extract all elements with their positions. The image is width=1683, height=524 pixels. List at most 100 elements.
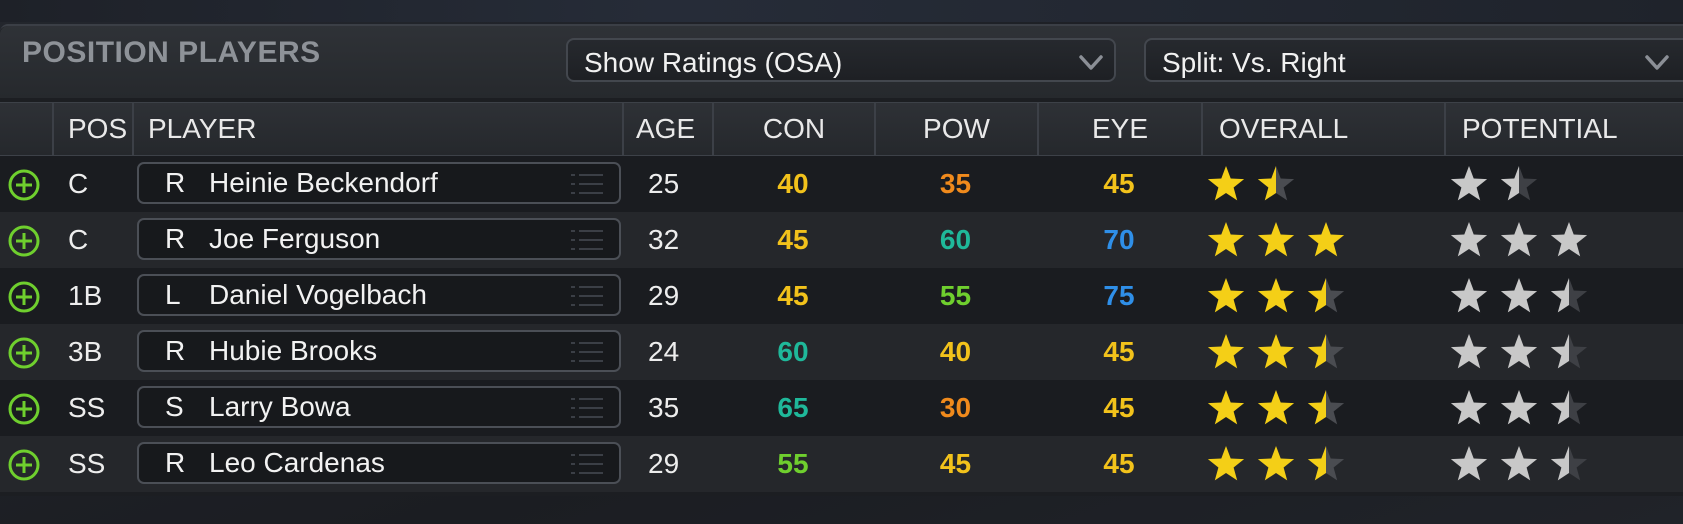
table-row[interactable]: SS S Larry Bowa 35 65 30 45 — [0, 380, 1683, 436]
potential-stars — [1449, 156, 1609, 212]
position-players-panel: POSITION PLAYERS Show Ratings (OSA) Spli… — [0, 24, 1683, 496]
player-name-box[interactable]: R Heinie Beckendorf — [137, 162, 621, 204]
bats-hand: R — [165, 167, 186, 198]
star-half-icon — [1550, 390, 1569, 425]
star-full-icon — [1500, 390, 1538, 425]
star-half-icon — [1307, 446, 1326, 481]
chevron-down-icon — [1645, 55, 1669, 70]
potential-stars — [1449, 380, 1609, 436]
star-full-icon — [1257, 278, 1295, 313]
pow-rating: 35 — [939, 168, 972, 199]
column-header-potential[interactable]: POTENTIAL — [1444, 103, 1683, 155]
star-full-icon — [1450, 390, 1488, 425]
overall-stars — [1206, 380, 1366, 436]
star-full-icon — [1207, 166, 1245, 201]
star-half-icon — [1257, 166, 1276, 201]
age-cell: 29 — [648, 448, 680, 479]
potential-stars — [1449, 268, 1609, 324]
player-name-box[interactable]: R Hubie Brooks — [137, 330, 621, 372]
menu-lines-icon[interactable] — [569, 171, 605, 197]
overall-stars — [1206, 268, 1366, 324]
menu-lines-icon[interactable] — [569, 339, 605, 365]
menu-lines-icon[interactable] — [569, 451, 605, 477]
star-half-icon — [1307, 278, 1326, 313]
column-header-eye[interactable]: EYE — [1037, 103, 1201, 155]
star-half-icon — [1550, 334, 1569, 369]
add-player-icon[interactable] — [7, 168, 41, 202]
con-rating: 45 — [777, 224, 809, 255]
menu-lines-icon[interactable] — [569, 283, 605, 309]
show-ratings-dropdown[interactable]: Show Ratings (OSA) — [566, 38, 1116, 82]
panel-header: POSITION PLAYERS Show Ratings (OSA) Spli… — [0, 26, 1683, 98]
column-header-pos-label: POS — [68, 113, 128, 144]
column-header-pow[interactable]: POW — [874, 103, 1037, 155]
column-header-age-label: AGE — [636, 113, 696, 144]
potential-stars — [1449, 212, 1609, 268]
player-name: Joe Ferguson — [209, 223, 381, 254]
split-dropdown[interactable]: Split: Vs. Right — [1144, 38, 1683, 82]
panel-title: POSITION PLAYERS — [22, 36, 321, 69]
star-half-icon — [1307, 390, 1326, 425]
add-player-icon[interactable] — [7, 448, 41, 482]
con-rating: 65 — [777, 392, 809, 423]
star-full-icon — [1207, 222, 1245, 257]
star-full-icon — [1450, 278, 1488, 313]
age-cell: 35 — [648, 392, 680, 423]
position-cell: 1B — [68, 280, 103, 311]
star-full-icon — [1207, 278, 1245, 313]
add-player-icon[interactable] — [7, 224, 41, 258]
add-player-icon[interactable] — [7, 336, 41, 370]
top-strip — [0, 0, 1683, 22]
player-name-box[interactable]: S Larry Bowa — [137, 386, 621, 428]
con-rating: 60 — [777, 336, 809, 367]
eye-rating: 45 — [1103, 336, 1135, 367]
con-rating: 55 — [777, 448, 809, 479]
age-cell: 32 — [648, 224, 680, 255]
star-full-icon — [1550, 222, 1588, 257]
table-row[interactable]: SS R Leo Cardenas 29 55 45 45 — [0, 436, 1683, 492]
star-half-icon — [1500, 166, 1519, 201]
bats-hand: L — [165, 279, 181, 310]
table-row[interactable]: 1B L Daniel Vogelbach 29 45 55 75 — [0, 268, 1683, 324]
star-full-icon — [1207, 446, 1245, 481]
eye-rating: 45 — [1103, 392, 1135, 423]
table-row[interactable]: C R Heinie Beckendorf 25 40 35 45 — [0, 156, 1683, 212]
show-ratings-dropdown-label: Show Ratings (OSA) — [584, 47, 843, 78]
add-player-icon[interactable] — [7, 280, 41, 314]
table-row[interactable]: 3B R Hubie Brooks 24 60 40 45 — [0, 324, 1683, 380]
age-cell: 29 — [648, 280, 680, 311]
column-header-player-label: PLAYER — [148, 113, 257, 144]
column-header-con-label: CON — [762, 113, 826, 144]
player-name: Leo Cardenas — [209, 447, 385, 478]
menu-lines-icon[interactable] — [569, 395, 605, 421]
bats-hand: S — [165, 391, 184, 422]
column-header-player[interactable]: PLAYER — [132, 103, 622, 155]
column-header-con[interactable]: CON — [712, 103, 874, 155]
column-header-eye-label: EYE — [1091, 113, 1149, 144]
age-cell: 25 — [648, 168, 680, 199]
star-full-icon — [1450, 166, 1488, 201]
position-cell: C — [68, 168, 89, 199]
pow-rating: 30 — [939, 392, 972, 423]
column-header-pos[interactable]: POS — [52, 103, 132, 155]
column-header-overall[interactable]: OVERALL — [1201, 103, 1444, 155]
menu-lines-icon[interactable] — [569, 227, 605, 253]
column-header-age[interactable]: AGE — [622, 103, 712, 155]
chevron-down-icon — [1079, 55, 1103, 70]
player-name-box[interactable]: R Joe Ferguson — [137, 218, 621, 260]
player-name-box[interactable]: L Daniel Vogelbach — [137, 274, 621, 316]
pow-rating: 45 — [939, 448, 972, 479]
star-full-icon — [1257, 222, 1295, 257]
player-name: Daniel Vogelbach — [209, 279, 427, 310]
add-player-icon[interactable] — [7, 392, 41, 426]
star-full-icon — [1307, 222, 1345, 257]
star-half-icon — [1550, 446, 1569, 481]
position-cell: 3B — [68, 336, 103, 367]
table-row[interactable]: C R Joe Ferguson 32 45 60 70 — [0, 212, 1683, 268]
potential-stars — [1449, 324, 1609, 380]
column-header-pow-label: POW — [923, 113, 990, 144]
column-header-potential-label: POTENTIAL — [1462, 113, 1618, 144]
player-name-box[interactable]: R Leo Cardenas — [137, 442, 621, 484]
position-cell: SS — [68, 392, 106, 423]
star-full-icon — [1500, 334, 1538, 369]
